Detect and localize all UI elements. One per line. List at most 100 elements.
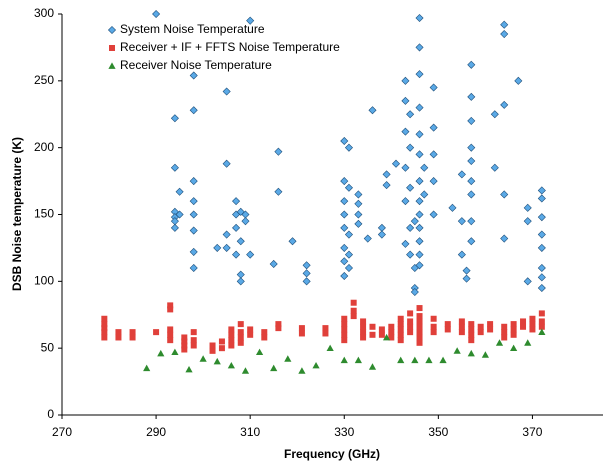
marker-square	[129, 329, 136, 336]
marker-square	[228, 337, 235, 344]
marker-square	[237, 334, 244, 341]
marker-diamond	[382, 181, 391, 190]
marker-triangle	[298, 367, 306, 374]
marker-square	[458, 318, 465, 325]
y-tick-label: 150	[34, 207, 54, 221]
marker-square	[430, 323, 437, 330]
marker-diamond	[429, 150, 438, 159]
marker-square	[341, 315, 348, 322]
marker-square	[360, 334, 367, 341]
marker-diamond	[107, 25, 117, 35]
marker-square	[458, 329, 465, 336]
marker-diamond	[429, 210, 438, 219]
marker-triangle	[157, 349, 165, 357]
marker-square	[190, 342, 197, 349]
marker-square	[407, 310, 414, 317]
marker-square	[468, 331, 475, 338]
marker-square	[228, 331, 235, 338]
marker-square	[416, 313, 423, 320]
marker-diamond	[401, 197, 410, 206]
marker-diamond	[429, 123, 438, 132]
y-axis-label: DSB Noise temperature (K)	[10, 137, 24, 291]
marker-diamond	[246, 16, 255, 25]
marker-diamond	[222, 159, 231, 168]
marker-diamond	[415, 261, 424, 270]
marker-square	[181, 346, 188, 353]
marker-diamond	[523, 217, 532, 226]
marker-square	[369, 331, 376, 338]
marker-square	[487, 321, 494, 328]
marker-square	[181, 338, 188, 345]
marker-diamond	[170, 223, 179, 232]
marker-triangle	[383, 333, 391, 341]
marker-square	[101, 329, 108, 336]
marker-square	[209, 347, 216, 354]
marker-square	[190, 337, 197, 344]
marker-square	[416, 318, 423, 325]
marker-diamond	[354, 190, 363, 199]
marker-diamond	[429, 83, 438, 92]
marker-triangle	[108, 62, 116, 69]
marker-diamond	[429, 177, 438, 186]
legend-label: System Noise Temperature	[120, 22, 265, 36]
marker-diamond	[467, 143, 476, 152]
y-tick-label: 300	[34, 6, 54, 20]
marker-square	[487, 326, 494, 333]
marker-diamond	[363, 234, 372, 243]
marker-square	[101, 315, 108, 322]
marker-diamond	[340, 243, 349, 252]
marker-triangle	[213, 357, 221, 365]
marker-square	[181, 334, 188, 341]
marker-diamond	[236, 270, 245, 279]
marker-triangle	[538, 328, 546, 336]
marker-square	[101, 325, 108, 332]
marker-diamond	[467, 177, 476, 186]
marker-diamond	[467, 116, 476, 125]
marker-diamond	[222, 87, 231, 96]
marker-diamond	[523, 203, 532, 212]
marker-diamond	[269, 259, 278, 268]
marker-square	[167, 326, 174, 333]
marker-square	[458, 323, 465, 330]
marker-diamond	[246, 250, 255, 259]
marker-diamond	[406, 110, 415, 119]
marker-triangle	[368, 363, 377, 370]
marker-square	[397, 331, 404, 338]
marker-triangle	[270, 364, 278, 372]
marker-square	[378, 331, 385, 338]
marker-diamond	[232, 197, 241, 206]
x-tick-label: 310	[240, 425, 260, 439]
marker-diamond	[340, 136, 349, 146]
marker-square	[247, 331, 254, 338]
marker-square	[397, 321, 404, 328]
marker-square	[378, 326, 385, 333]
marker-diamond	[189, 71, 198, 80]
marker-diamond	[302, 269, 311, 278]
marker-diamond	[189, 106, 198, 115]
marker-diamond	[391, 159, 401, 168]
marker-triangle	[227, 361, 235, 369]
y-tick-label: 0	[47, 407, 54, 421]
marker-square	[444, 326, 451, 333]
marker-diamond	[457, 170, 466, 179]
marker-diamond	[467, 217, 476, 226]
marker-square	[115, 334, 122, 341]
marker-diamond	[448, 203, 457, 212]
marker-square	[237, 339, 244, 346]
marker-diamond	[490, 110, 499, 119]
marker-diamond	[490, 163, 499, 172]
marker-square	[247, 326, 254, 333]
marker-diamond	[175, 210, 184, 219]
marker-square	[261, 329, 268, 336]
marker-diamond	[457, 250, 466, 259]
marker-diamond	[415, 177, 424, 186]
marker-diamond	[401, 96, 410, 105]
marker-diamond	[222, 243, 231, 252]
marker-square	[529, 326, 536, 333]
marker-diamond	[236, 207, 245, 216]
marker-triangle	[241, 367, 250, 374]
x-tick-label: 270	[52, 425, 72, 439]
marker-triangle	[467, 349, 475, 357]
marker-square	[468, 321, 475, 328]
